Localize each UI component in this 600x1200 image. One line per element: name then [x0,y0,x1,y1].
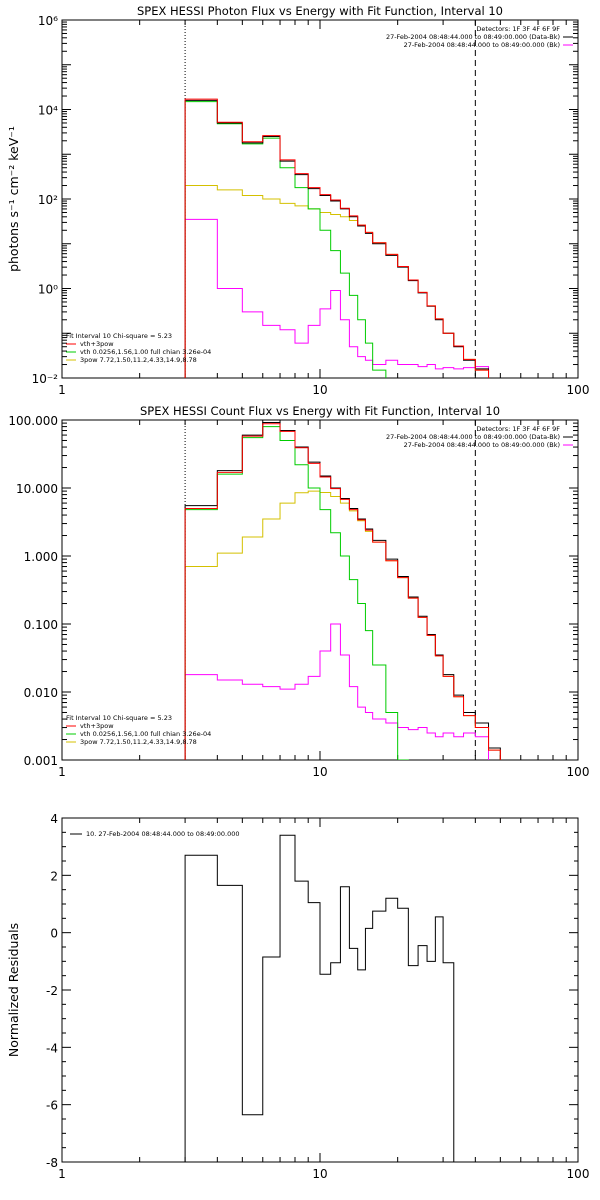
legend-topright-entry: 27-Feb-2004 08:48:44.000 to 08:49:00.000… [386,33,560,41]
y-tick-label: 0.010 [24,686,58,700]
y-tick-label: 10² [38,193,58,207]
y-tick-label: 10.000 [16,482,58,496]
legend-topleft-entry: 10. 27-Feb-2004 08:48:44.000 to 08:49:00… [86,830,239,838]
y-tick-label: 10⁴ [38,104,58,118]
x-tick-label: 1 [58,1167,66,1181]
x-tick-label: 10 [312,383,327,397]
y-axis-label: photons s⁻¹ cm⁻² keV⁻¹ [6,126,21,272]
x-tick-label: 1 [58,765,66,779]
series-vth-3pow-line [184,98,490,378]
chart-panel-3: 1 10 100 -8 -6 -4 -2 0 2 4 Normalized Residuals 10.… [6,812,589,1181]
y-tick-label: 100.000 [8,414,58,428]
x-tick-label: 100 [567,1167,590,1181]
legend-topright-entry: 27-Feb-2004 08:48:44.000 to 08:49:00.000… [386,433,560,441]
y-tick-label: 10⁰ [38,283,58,297]
legend-bottomleft-entry: Fit Interval 10 Chi-square = 5.23 [66,714,172,722]
legend-bottomleft-entry: Fit Interval 10 Chi-square = 5.23 [66,332,172,340]
y-tick-label: -8 [46,1156,58,1170]
legend-topright-entry: Detectors: 1F 3F 4F 6F 9F [476,425,560,433]
y-tick-label: 0 [50,927,58,941]
data-layer [184,98,490,378]
data-layer [184,421,501,760]
y-tick-label: 2 [50,869,58,883]
series-vth-line [184,101,387,378]
series-3pow-line [184,185,490,378]
x-tick-label: 10 [312,1167,327,1181]
y-tick-label: 10⁶ [38,14,58,28]
y-tick-label: -2 [46,984,58,998]
plot-frame [61,817,579,1163]
series-bk-line [184,218,490,378]
y-tick-label: 1.000 [24,550,58,564]
series-vth-3pow-line [184,423,501,760]
x-tick-label: 100 [567,765,590,779]
series-vth-line [184,426,409,760]
chart-title: SPEX HESSI Photon Flux vs Energy with Fi… [137,4,503,18]
legend-topright-entry: Detectors: 1F 3F 4F 6F 9F [476,25,560,33]
legend-bottomleft-entry: 3pow 7.72,1.50,11.2,4.33,14.9,8.78 [80,738,197,746]
series-bk-line [184,623,490,760]
y-tick-label: -4 [46,1041,58,1055]
y-tick-label: 10⁻² [32,372,59,386]
series-10-27-feb-2004-08-48-44-000-to-08-49-00-000-line [184,834,455,1162]
y-tick-label: 4 [50,812,58,826]
y-tick-label: 0.001 [24,754,58,768]
y-axis-label: Normalized Residuals [6,923,21,1057]
legend-bottomleft-entry: 3pow 7.72,1.50,11.2,4.33,14.9,8.78 [80,356,197,364]
series-3pow-line [184,490,501,760]
data-layer [184,834,455,1162]
legend-bottomleft-entry: vth+3pow [80,340,114,348]
chart-panel-2: SPEX HESSI Count Flux vs Energy with Fit… [8,404,589,779]
chart-panel-1: SPEX HESSI Photon Flux vs Energy with Fi… [6,4,589,397]
x-tick-label: 1 [58,383,66,397]
legend-bottomleft-entry: vth+3pow [80,722,114,730]
y-tick-label: 0.100 [24,618,58,632]
legend-topright-entry: 27-Feb-2004 08:48:44.000 to 08:49:00.000… [404,441,560,449]
x-tick-label: 100 [567,383,590,397]
x-tick-label: 10 [312,765,327,779]
chart-title: SPEX HESSI Count Flux vs Energy with Fit… [140,404,500,418]
legend-bottomleft-entry: vth 0.0256,1.56,1.00 full chian 3.26e-04 [80,730,211,738]
series-data-bk-line [184,99,490,378]
legend-topright-entry: 27-Feb-2004 08:48:44.000 to 08:49:00.000… [404,41,560,49]
y-tick-label: -6 [46,1099,58,1113]
legend-bottomleft-entry: vth 0.0256,1.56,1.00 full chian 3.26e-04 [80,348,211,356]
